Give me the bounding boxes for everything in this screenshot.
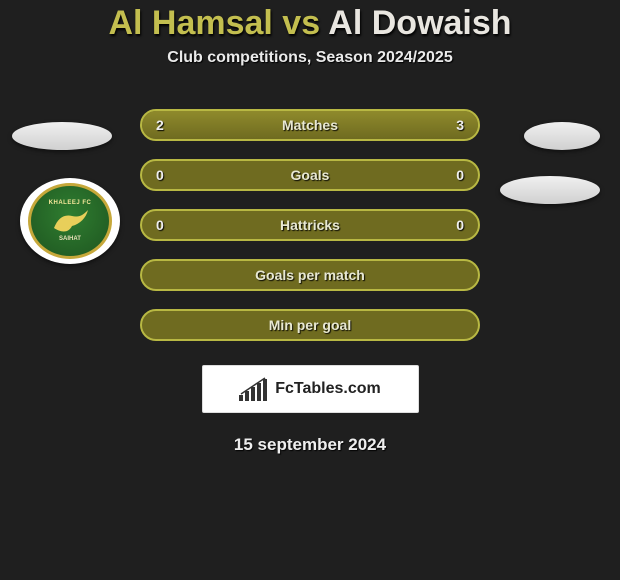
branding-bars-icon [239, 377, 269, 401]
player-right-oval-1 [524, 122, 600, 150]
date-text: 15 september 2024 [0, 435, 620, 455]
title-left: Al Hamsal [108, 4, 272, 42]
player-right-oval-2 [500, 176, 600, 204]
stat-value-left: 2 [156, 117, 164, 133]
stat-row-goals: 0 Goals 0 [140, 159, 480, 191]
team-crest: KHALEEJ FC SAIHAT [20, 178, 120, 264]
stat-value-left: 0 [156, 217, 164, 233]
stat-value-right: 3 [456, 117, 464, 133]
branding-box[interactable]: FcTables.com [202, 365, 419, 413]
crest-bottom-text: SAIHAT [59, 236, 81, 242]
stat-value-right: 0 [456, 167, 464, 183]
stat-value-left: 0 [156, 167, 164, 183]
stat-label: Goals [291, 167, 330, 183]
title-right: Al Dowaish [328, 4, 511, 42]
stat-value-right: 0 [456, 217, 464, 233]
stats-container: 2 Matches 3 0 Goals 0 0 Hattricks 0 Goal… [140, 109, 480, 341]
branding-text: FcTables.com [275, 380, 381, 398]
stat-label: Matches [282, 117, 338, 133]
page-title: Al Hamsal vs Al Dowaish [0, 0, 620, 43]
team-crest-inner: KHALEEJ FC SAIHAT [28, 183, 112, 259]
stat-label: Hattricks [280, 217, 340, 233]
player-left-oval-1 [12, 122, 112, 150]
title-vs: vs [273, 4, 328, 42]
crest-top-text: KHALEEJ FC [49, 200, 92, 206]
stat-label: Min per goal [269, 317, 351, 333]
stat-row-goals-per-match: Goals per match [140, 259, 480, 291]
stat-row-matches: 2 Matches 3 [140, 109, 480, 141]
subtitle: Club competitions, Season 2024/2025 [0, 49, 620, 67]
stat-row-hattricks: 0 Hattricks 0 [140, 209, 480, 241]
stat-label: Goals per match [255, 267, 365, 283]
crest-bird-icon [50, 208, 90, 234]
stat-row-min-per-goal: Min per goal [140, 309, 480, 341]
